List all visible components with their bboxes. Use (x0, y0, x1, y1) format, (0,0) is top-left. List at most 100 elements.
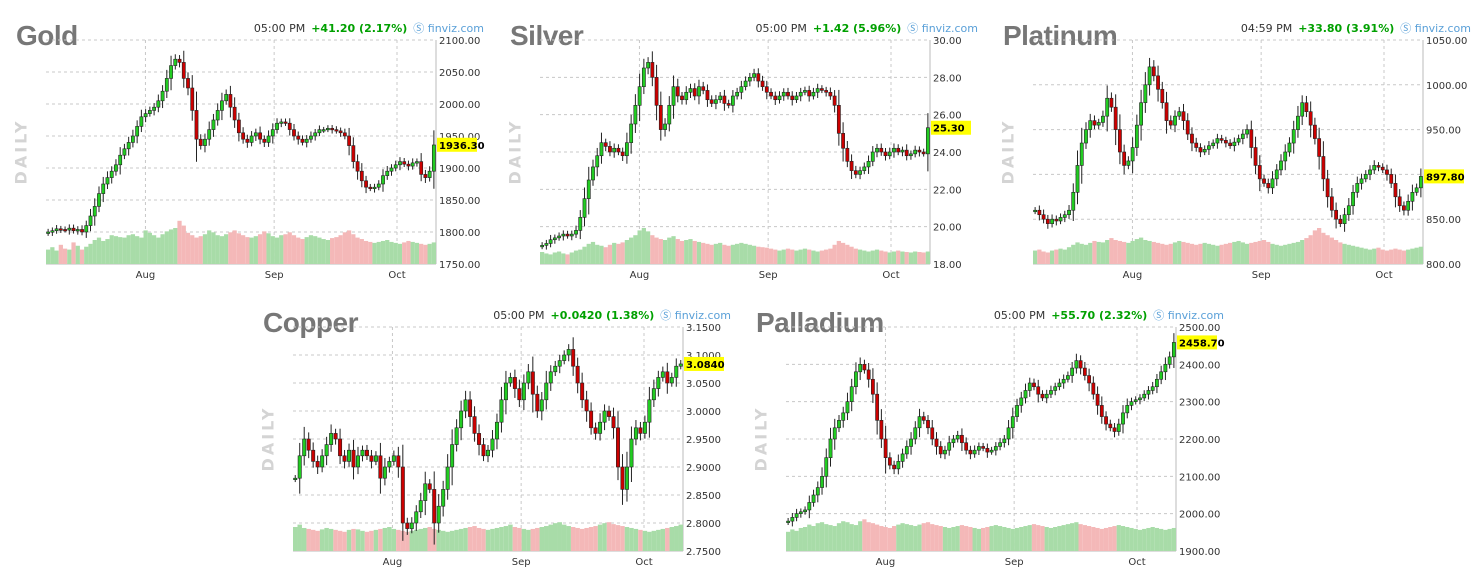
candle (807, 495, 812, 519)
volume-bar (709, 244, 714, 264)
volume-bar (355, 237, 360, 264)
volume-bar (985, 527, 990, 551)
volume-bar (1086, 526, 1092, 551)
volume-bar (530, 528, 536, 551)
volume-bar (325, 240, 331, 264)
candle (1113, 94, 1118, 146)
volume-bar (454, 529, 459, 551)
candle (866, 363, 871, 388)
candle (539, 392, 544, 421)
candle (1329, 188, 1334, 218)
candle (1037, 205, 1042, 221)
volume-bar (351, 528, 356, 551)
candle (552, 234, 557, 244)
candle (1342, 207, 1347, 232)
candle (1112, 423, 1117, 438)
volume-bar (1244, 243, 1250, 264)
candle (807, 85, 812, 102)
candle (423, 169, 428, 183)
platinum-source-link[interactable]: finviz.com (1414, 22, 1471, 35)
y-tick-label: 2100.00 (439, 36, 480, 47)
candle (993, 442, 998, 456)
candle (820, 467, 824, 495)
candle (591, 159, 595, 186)
volume-bar (887, 527, 892, 551)
y-tick-label: 1050.00 (1426, 36, 1467, 47)
candle (1393, 174, 1398, 208)
candle (756, 68, 761, 88)
candle (385, 166, 390, 180)
candle (1084, 122, 1088, 149)
candle (565, 230, 570, 239)
volume-bar (481, 528, 486, 551)
candle (1164, 91, 1169, 134)
silver-source-link[interactable]: finviz.com (921, 22, 978, 35)
candle (1159, 365, 1164, 385)
volume-bar (900, 251, 905, 264)
candle (1372, 160, 1377, 175)
volume-bar (1164, 244, 1169, 264)
candle (211, 113, 216, 137)
candle (1078, 355, 1083, 375)
palladium-last-price: 2458.70 (1177, 335, 1225, 350)
candle (955, 430, 960, 443)
volume-bar (593, 526, 598, 551)
volume-bar (781, 249, 786, 264)
candle (454, 419, 459, 452)
volume-bar (561, 253, 566, 264)
candle (359, 163, 364, 188)
volume-bar (904, 252, 909, 264)
volume-bar (629, 527, 634, 551)
x-tick-label: Aug (136, 270, 156, 281)
candle (642, 415, 647, 439)
candle (330, 125, 335, 134)
gold-source-link[interactable]: finviz.com (427, 22, 484, 35)
volume-bar (1147, 240, 1152, 264)
candle (1163, 357, 1168, 381)
candle (338, 428, 343, 465)
candle (409, 517, 414, 534)
volume-bar (1240, 242, 1245, 264)
volume-bar (409, 530, 415, 551)
candle (1171, 333, 1176, 368)
volume-bar (296, 237, 301, 264)
volume-bar (266, 233, 271, 264)
volume-bar (1295, 241, 1301, 264)
candle (1130, 137, 1135, 174)
volume-bar (671, 236, 676, 264)
candle (832, 90, 837, 113)
volume-bar (853, 525, 859, 551)
volume-bar (972, 527, 977, 551)
volume-bar (584, 527, 589, 551)
volume-bar (606, 522, 612, 551)
volume-bar (118, 237, 123, 264)
volume-bar (1312, 230, 1318, 264)
volume-bar (1154, 527, 1160, 551)
candle (828, 427, 833, 467)
volume-bar (1083, 244, 1089, 264)
candle (405, 517, 410, 535)
candle (317, 125, 322, 137)
volume-bar (938, 526, 943, 551)
candle (578, 210, 583, 240)
finviz-logo-icon: Ⓢ (1400, 22, 1415, 35)
candle (722, 89, 727, 111)
volume-bar (1113, 240, 1118, 264)
volume-bar (387, 527, 392, 551)
volume-bar (828, 248, 833, 264)
palladium-source-link[interactable]: finviz.com (1167, 309, 1224, 322)
volume-bar (521, 528, 527, 551)
volume-bar (1075, 242, 1080, 264)
x-tick-label: Oct (635, 557, 652, 568)
volume-bar (1078, 524, 1083, 551)
volume-bar (1151, 241, 1156, 264)
candle (1317, 127, 1322, 170)
candle (569, 230, 574, 241)
candle (803, 506, 807, 515)
volume-bar (870, 250, 875, 264)
volume-bar (1329, 237, 1334, 264)
candle (1181, 103, 1186, 130)
candle (603, 138, 608, 152)
volume-bar (968, 527, 973, 551)
copper-source-link[interactable]: finviz.com (674, 309, 731, 322)
